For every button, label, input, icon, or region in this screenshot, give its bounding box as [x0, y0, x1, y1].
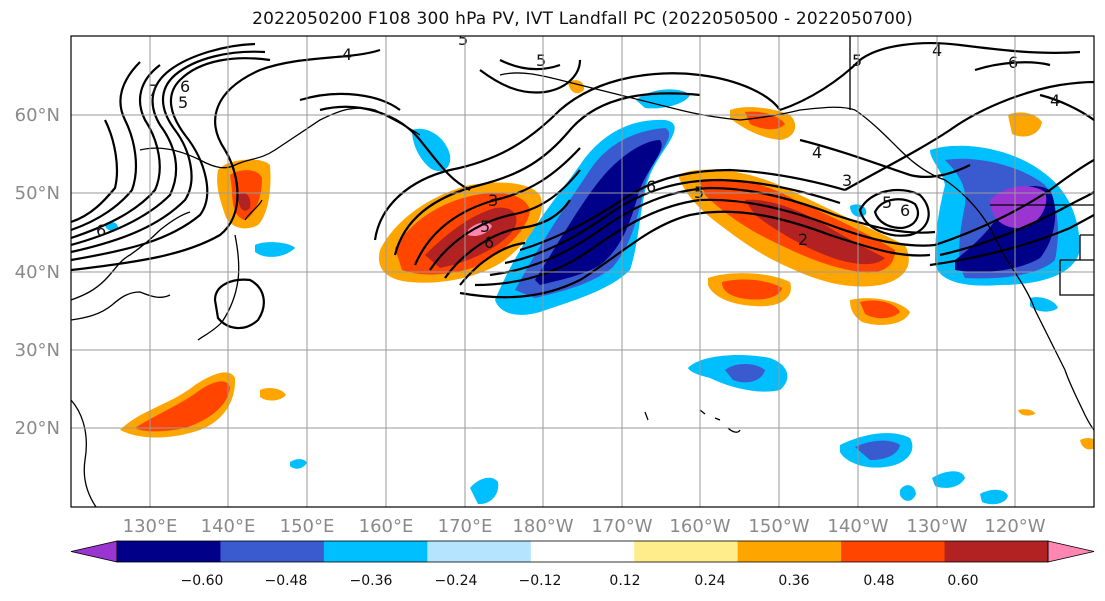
lon-label: 140°E	[201, 516, 256, 537]
svg-text:6: 6	[646, 177, 656, 196]
svg-text:3: 3	[488, 191, 498, 210]
colorbar-extend-min	[70, 540, 118, 563]
colorbar-tick-label: 0.48	[863, 573, 894, 589]
lon-label: 170°E	[438, 516, 493, 537]
colorbar-tick-label: 0.60	[947, 573, 978, 589]
lat-label-30n: 30°N	[15, 340, 60, 361]
colorbar-tick-label: −0.48	[265, 573, 308, 589]
map-content: 7 6 5 4 5 5 6 3 5 6 4 5 6 5 4 6 3 5 2 6 …	[71, 30, 1094, 507]
svg-text:6: 6	[180, 77, 190, 96]
colorbar-tick-label: 0.12	[609, 573, 640, 589]
svg-text:6: 6	[96, 221, 106, 240]
colorbar-cell	[737, 541, 842, 562]
longitude-labels: 130°E 140°E 150°E 160°E 170°E 180°W 170°…	[123, 516, 1046, 537]
svg-text:4: 4	[1050, 91, 1060, 110]
pv-contours	[71, 42, 1094, 330]
lon-label: 150°E	[280, 516, 335, 537]
lon-label: 180°W	[512, 516, 573, 537]
colorbar-cell	[323, 541, 428, 562]
colorbar-tick-label: −0.24	[435, 573, 478, 589]
lat-label-60n: 60°N	[15, 105, 60, 126]
svg-text:5: 5	[178, 93, 188, 112]
colorbar-cell	[220, 541, 325, 562]
colorbar-tick-label: −0.12	[519, 573, 562, 589]
lon-label: 140°W	[827, 516, 888, 537]
colorbar-frame	[116, 540, 1049, 563]
colorbar-tick-label: 0.36	[778, 573, 809, 589]
coastlines	[71, 36, 1094, 507]
svg-text:5: 5	[458, 30, 468, 49]
lon-label: 120°W	[984, 516, 1045, 537]
lon-label: 150°W	[748, 516, 809, 537]
latitude-labels: 60°N 50°N 40°N 30°N 20°N	[15, 105, 60, 439]
svg-text:4: 4	[812, 143, 822, 162]
colorbar-cells	[70, 540, 1095, 563]
lon-label: 160°E	[359, 516, 414, 537]
svg-text:7: 7	[148, 81, 158, 100]
lon-label: 170°W	[591, 516, 652, 537]
colorbar-cell	[117, 541, 221, 562]
colorbar-cell	[634, 541, 739, 562]
svg-text:6: 6	[900, 201, 910, 220]
colorbar-tick-label: −0.36	[350, 573, 393, 589]
colorbar: −0.60 −0.48 −0.36 −0.24 −0.12 0.12 0.24 …	[70, 540, 1095, 589]
svg-text:6: 6	[1008, 53, 1018, 72]
colorbar-labels: −0.60 −0.48 −0.36 −0.24 −0.12 0.12 0.24 …	[181, 573, 979, 589]
lat-label-40n: 40°N	[15, 262, 60, 283]
lat-label-50n: 50°N	[15, 183, 60, 204]
lon-label: 160°W	[669, 516, 730, 537]
colorbar-cell	[944, 541, 1049, 562]
svg-text:2: 2	[798, 230, 808, 249]
svg-text:5: 5	[882, 193, 892, 212]
svg-text:5: 5	[480, 217, 490, 236]
svg-text:4: 4	[342, 45, 352, 64]
svg-text:5: 5	[852, 51, 862, 70]
colorbar-cell	[427, 541, 532, 562]
colorbar-cell	[841, 541, 946, 562]
svg-text:6: 6	[484, 233, 494, 252]
colorbar-tick-label: −0.60	[181, 573, 224, 589]
colorbar-cell	[530, 541, 635, 562]
map-title: 2022050200 F108 300 hPa PV, IVT Landfall…	[252, 9, 913, 29]
gridlines	[71, 36, 1094, 507]
lat-label-20n: 20°N	[15, 418, 60, 439]
svg-text:5: 5	[536, 51, 546, 70]
colorbar-tick-label: 0.24	[694, 573, 725, 589]
lon-label: 130°W	[906, 516, 967, 537]
lon-label: 130°E	[123, 516, 178, 537]
colorbar-extend-max	[1047, 540, 1095, 563]
svg-text:3: 3	[842, 171, 852, 190]
map-frame	[70, 35, 1095, 508]
